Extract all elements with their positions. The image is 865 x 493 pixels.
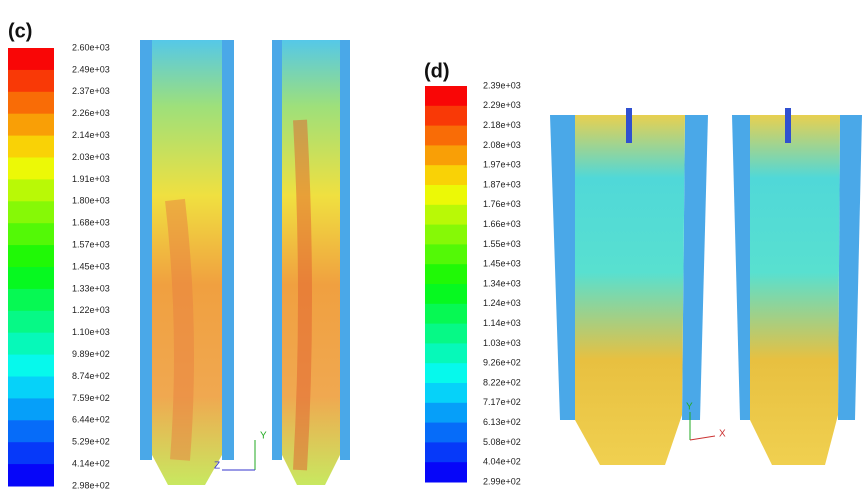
colorbar-label: 8.22e+02 — [483, 377, 521, 387]
colorbar-label: 5.29e+02 — [72, 437, 110, 447]
colorbar-label: 2.60e+03 — [72, 42, 110, 52]
colorbar-label: 9.26e+02 — [483, 358, 521, 368]
colorbar-segment — [8, 442, 54, 464]
colorbar-label: 1.76e+03 — [483, 199, 521, 209]
colorbar-label: 1.10e+03 — [72, 327, 110, 337]
colorbar-label: 6.44e+02 — [72, 415, 110, 425]
colorbar-label: 1.66e+03 — [483, 219, 521, 229]
colorbar-label: 1.34e+03 — [483, 278, 521, 288]
colorbar-segment — [8, 311, 54, 333]
axis-label: Z — [214, 461, 220, 472]
colorbar-segment — [425, 462, 467, 482]
colorbar-segment — [8, 223, 54, 245]
colorbar-segment — [425, 106, 467, 126]
colorbar-label: 2.03e+03 — [72, 152, 110, 162]
colorbar-label: 1.45e+03 — [483, 259, 521, 269]
contour-d — [550, 108, 862, 465]
colorbar-segment — [425, 225, 467, 245]
colorbar-label: 1.14e+03 — [483, 318, 521, 328]
colorbar-segment — [425, 165, 467, 185]
colorbar-label: 1.68e+03 — [72, 218, 110, 228]
colorbar-label: 7.17e+02 — [483, 397, 521, 407]
colorbar-segment — [425, 304, 467, 324]
colorbar-segment — [8, 267, 54, 289]
colorbar-segment — [425, 145, 467, 165]
colorbar-segment — [425, 284, 467, 304]
colorbar-label: 1.80e+03 — [72, 196, 110, 206]
colorbar-segment — [425, 442, 467, 462]
axis-label: Y — [686, 402, 693, 413]
colorbar-label: 2.08e+03 — [483, 140, 521, 150]
colorbar-label: 4.04e+02 — [483, 457, 521, 467]
colorbar-segment — [8, 245, 54, 267]
colorbar-segment — [425, 185, 467, 205]
axis-label: X — [719, 429, 726, 440]
colorbar-label: 1.91e+03 — [72, 174, 110, 184]
colorbar-segment — [425, 264, 467, 284]
colorbar-label: 1.97e+03 — [483, 160, 521, 170]
colorbar-segment — [8, 70, 54, 92]
colorbar-segment — [425, 423, 467, 443]
colorbar-segment — [425, 126, 467, 146]
colorbar-label: 1.03e+03 — [483, 338, 521, 348]
colorbar-label: 5.08e+02 — [483, 437, 521, 447]
colorbar-segment — [8, 136, 54, 158]
colorbar-label: 2.29e+03 — [483, 100, 521, 110]
colorbar-label: 2.37e+03 — [72, 86, 110, 96]
colorbar-label: 8.74e+02 — [72, 371, 110, 381]
colorbar-segment — [425, 205, 467, 225]
colorbar-label: 2.18e+03 — [483, 120, 521, 130]
axis-label: Y — [260, 431, 267, 442]
colorbar-segment — [425, 403, 467, 423]
colorbar-segment — [8, 420, 54, 442]
colorbar-label: 1.22e+03 — [72, 305, 110, 315]
colorbar-label: 2.49e+03 — [72, 64, 110, 74]
panel-label: (d) — [424, 60, 450, 82]
colorbar-label: 1.57e+03 — [72, 239, 110, 249]
colorbar-label: 2.98e+02 — [72, 480, 110, 490]
colorbar-label: 1.87e+03 — [483, 179, 521, 189]
colorbar-segment — [8, 398, 54, 420]
colorbar-label: 2.99e+02 — [483, 476, 521, 486]
colorbar-segment — [8, 48, 54, 70]
colorbar-segment — [425, 383, 467, 403]
colorbar-label: 4.14e+02 — [72, 458, 110, 468]
colorbar-label: 7.59e+02 — [72, 393, 110, 403]
colorbar-segment — [8, 114, 54, 136]
colorbar-label: 1.55e+03 — [483, 239, 521, 249]
figure: Y Z Y X (c) (d) 2.60e+03 2.49e+03 2.37e+03… — [0, 0, 865, 493]
colorbar-label: 1.33e+03 — [72, 283, 110, 293]
colorbar-label: 1.24e+03 — [483, 298, 521, 308]
colorbar-segment — [425, 343, 467, 363]
colorbar-segment — [8, 92, 54, 114]
colorbar-segment — [8, 377, 54, 399]
colorbar-segment — [8, 179, 54, 201]
colorbar-label: 1.45e+03 — [72, 261, 110, 271]
colorbar-segment — [8, 355, 54, 377]
colorbar-label: 9.89e+02 — [72, 349, 110, 359]
colorbar-label: 2.14e+03 — [72, 130, 110, 140]
colorbar-label: 6.13e+02 — [483, 417, 521, 427]
colorbar-segment — [425, 324, 467, 344]
colorbar-segment — [8, 289, 54, 311]
colorbar-segment — [425, 86, 467, 106]
colorbar-segment — [425, 363, 467, 383]
contour-c — [140, 40, 350, 485]
colorbar-segment — [8, 464, 54, 486]
colorbar-label: 2.39e+03 — [483, 80, 521, 90]
colorbar-label: 2.26e+03 — [72, 108, 110, 118]
colorbar-segment — [8, 333, 54, 355]
colorbar-segment — [8, 201, 54, 223]
colorbar-segment — [425, 244, 467, 264]
colorbar-segment — [8, 158, 54, 180]
panel-label: (c) — [8, 20, 32, 42]
